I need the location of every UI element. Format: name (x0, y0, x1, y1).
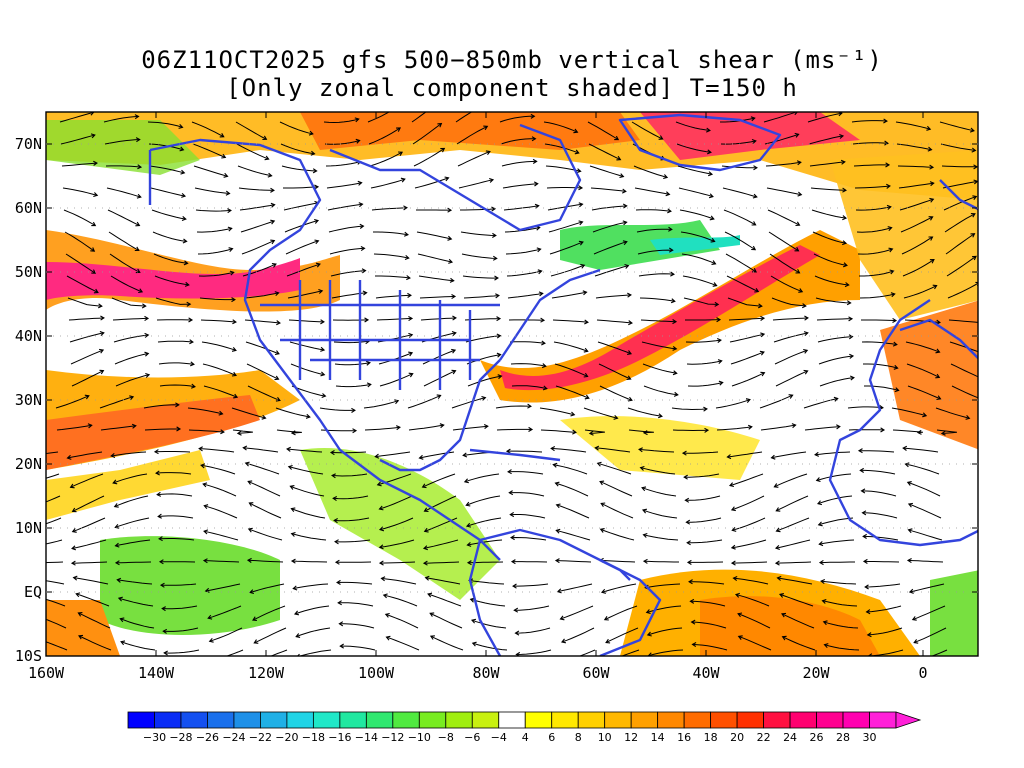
colorbar-label: −24 (222, 731, 245, 744)
colorbar-label: 18 (704, 731, 718, 744)
colorbar-swatch (524, 711, 553, 729)
colorbar-label: −8 (438, 731, 454, 744)
lat-label: 10N (15, 519, 42, 537)
coastlines (148, 113, 978, 656)
colorbar-swatch (577, 711, 606, 729)
colorbar-swatch (842, 711, 870, 729)
lon-label: 40W (692, 664, 720, 682)
colorbar-label: 28 (836, 731, 850, 744)
colorbar-swatch (630, 711, 659, 729)
colorbar-label: 8 (575, 731, 582, 744)
lon-label: 0 (918, 664, 927, 682)
axis-ticks (45, 112, 978, 657)
colorbar-swatch (736, 711, 764, 729)
colorbar-label: 16 (677, 731, 691, 744)
lat-label: 40N (15, 327, 42, 345)
title-line-2: [Only zonal component shaded] T=150 h (226, 74, 798, 102)
colorbar-swatch (365, 711, 394, 729)
colorbar-swatch (312, 711, 341, 729)
plot-frame (45, 111, 979, 657)
colorbar (127, 711, 922, 729)
colorbar-swatch (471, 711, 500, 729)
title-line-1: 06Z11OCT2025 gfs 500−850mb vertical shea… (141, 46, 883, 74)
colorbar-label: −4 (491, 731, 507, 744)
colorbar-swatch (816, 711, 844, 729)
lon-label: 80W (472, 664, 500, 682)
lon-label: 140W (138, 664, 175, 682)
lat-label: 60N (15, 199, 42, 217)
colorbar-label: 30 (863, 731, 877, 744)
colorbar-swatch (763, 711, 791, 729)
colorbar-label: 26 (810, 731, 824, 744)
colorbar-swatch (418, 711, 447, 729)
colorbar-label: 20 (730, 731, 744, 744)
colorbar-swatch (445, 711, 473, 729)
lon-axis: 160W 140W 120W 100W 80W 60W 40W 20W 0 (28, 664, 928, 682)
lat-label: 30N (15, 391, 42, 409)
lat-label: 20N (15, 455, 42, 473)
colorbar-label: 14 (651, 731, 665, 744)
lon-label: 120W (248, 664, 285, 682)
colorbar-label: 24 (783, 731, 797, 744)
lat-label: 50N (15, 263, 42, 281)
lat-label: 10S (15, 647, 42, 665)
colorbar-swatch (551, 711, 579, 729)
streamlines (46, 112, 978, 656)
colorbar-swatch (339, 711, 367, 729)
colorbar-swatch (233, 711, 261, 729)
lon-label: 100W (358, 664, 395, 682)
colorbar-swatch (683, 711, 712, 729)
colorbar-labels: −30 −28 −26 −24 −22 −20 −18 −16 −14 −12 −10 −8 −6 −4 4… (143, 731, 877, 744)
colorbar-swatch (895, 711, 922, 729)
colorbar-label: −26 (196, 731, 219, 744)
colorbar-label: −30 (143, 731, 166, 744)
colorbar-label: 6 (548, 731, 555, 744)
lat-label: 70N (15, 135, 42, 153)
colorbar-label: −14 (355, 731, 378, 744)
colorbar-label: −20 (275, 731, 298, 744)
colorbar-swatch (498, 711, 526, 729)
colorbar-swatch (207, 711, 235, 729)
colorbar-label: −22 (249, 731, 272, 744)
lon-label: 160W (28, 664, 65, 682)
colorbar-label: 10 (598, 731, 612, 744)
lon-label: 20W (802, 664, 830, 682)
colorbar-swatch (657, 711, 685, 729)
colorbar-swatch (710, 711, 738, 729)
colorbar-label: 4 (522, 731, 529, 744)
lon-label: 60W (582, 664, 610, 682)
colorbar-label: −28 (169, 731, 192, 744)
colorbar-swatch (260, 711, 288, 729)
colorbar-label: −6 (464, 731, 480, 744)
colorbar-swatch (154, 711, 182, 729)
shading-layer (46, 112, 978, 656)
colorbar-swatch (789, 711, 817, 729)
colorbar-label: −16 (328, 731, 351, 744)
colorbar-label: −10 (408, 731, 431, 744)
colorbar-label: −18 (302, 731, 325, 744)
colorbar-swatch (286, 711, 314, 729)
colorbar-label: 22 (757, 731, 771, 744)
colorbar-swatch (604, 711, 632, 729)
colorbar-label: 12 (624, 731, 638, 744)
lat-label: EQ (24, 583, 42, 601)
lat-axis: 70N 60N 50N 40N 30N 20N 10N EQ 10S (15, 135, 42, 665)
colorbar-swatch (180, 711, 208, 729)
colorbar-swatch (392, 711, 420, 729)
colorbar-label: −12 (381, 731, 404, 744)
